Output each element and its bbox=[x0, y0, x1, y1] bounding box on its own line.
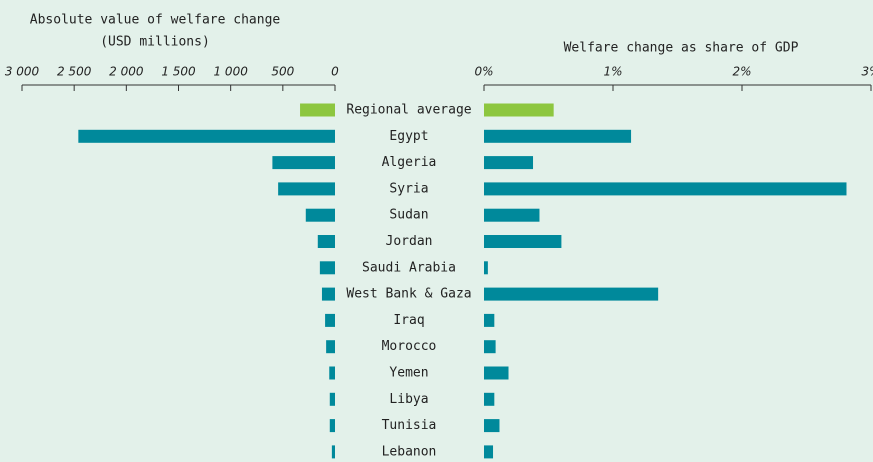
left-subtitle: (USD millions) bbox=[100, 35, 210, 50]
bar bbox=[484, 392, 495, 406]
category-label: Egypt bbox=[389, 129, 428, 144]
bar bbox=[484, 445, 494, 459]
bar bbox=[317, 235, 335, 248]
bar bbox=[484, 261, 488, 275]
x-tick-label: 2% bbox=[732, 65, 751, 79]
bar bbox=[325, 313, 335, 327]
bar bbox=[78, 129, 335, 143]
category-label: Yemen bbox=[389, 366, 428, 381]
bar bbox=[484, 156, 534, 170]
category-label: Regional average bbox=[346, 103, 471, 118]
category-label: Morocco bbox=[382, 339, 437, 354]
bar bbox=[484, 287, 659, 301]
bar bbox=[272, 156, 335, 170]
bar bbox=[321, 287, 335, 301]
bar bbox=[484, 366, 509, 380]
bar bbox=[484, 182, 847, 196]
bar bbox=[484, 208, 540, 222]
category-label: West Bank & Gaza bbox=[346, 287, 471, 302]
category-label: Algeria bbox=[382, 155, 437, 170]
bar bbox=[305, 208, 335, 222]
category-label: Syria bbox=[389, 181, 428, 196]
bar bbox=[326, 340, 335, 354]
category-label: Jordan bbox=[386, 234, 433, 249]
category-label: Iraq bbox=[393, 313, 424, 328]
bar bbox=[300, 103, 335, 117]
x-tick-label: 1 500 bbox=[161, 65, 196, 79]
bar bbox=[484, 103, 554, 117]
x-tick-label: 1 000 bbox=[213, 65, 248, 79]
bar bbox=[278, 182, 335, 196]
left-title: Absolute value of welfare change bbox=[30, 13, 281, 28]
x-tick-label: 500 bbox=[271, 65, 294, 79]
category-label: Sudan bbox=[389, 208, 428, 223]
x-tick-label: 3 000 bbox=[5, 65, 40, 79]
x-tick-label: 1% bbox=[603, 65, 622, 79]
bar bbox=[484, 235, 562, 248]
x-tick-label: 0 bbox=[331, 65, 339, 79]
right-title: Welfare change as share of GDP bbox=[564, 41, 799, 56]
x-tick-label: 2 500 bbox=[57, 65, 92, 79]
category-label: Lebanon bbox=[382, 444, 437, 459]
bar bbox=[331, 445, 335, 459]
x-tick-label: 2 000 bbox=[109, 65, 144, 79]
x-tick-label: 3% bbox=[861, 65, 873, 79]
bar bbox=[329, 392, 335, 406]
category-label: Tunisia bbox=[382, 418, 437, 433]
category-label: Saudi Arabia bbox=[362, 260, 456, 275]
x-tick-label: 0% bbox=[474, 65, 493, 79]
bar bbox=[484, 313, 495, 327]
category-label: Libya bbox=[389, 392, 428, 407]
bar bbox=[484, 340, 496, 354]
bar bbox=[484, 129, 632, 143]
bar bbox=[484, 419, 500, 433]
bar bbox=[329, 419, 335, 433]
bar bbox=[319, 261, 335, 275]
bar bbox=[329, 366, 335, 380]
